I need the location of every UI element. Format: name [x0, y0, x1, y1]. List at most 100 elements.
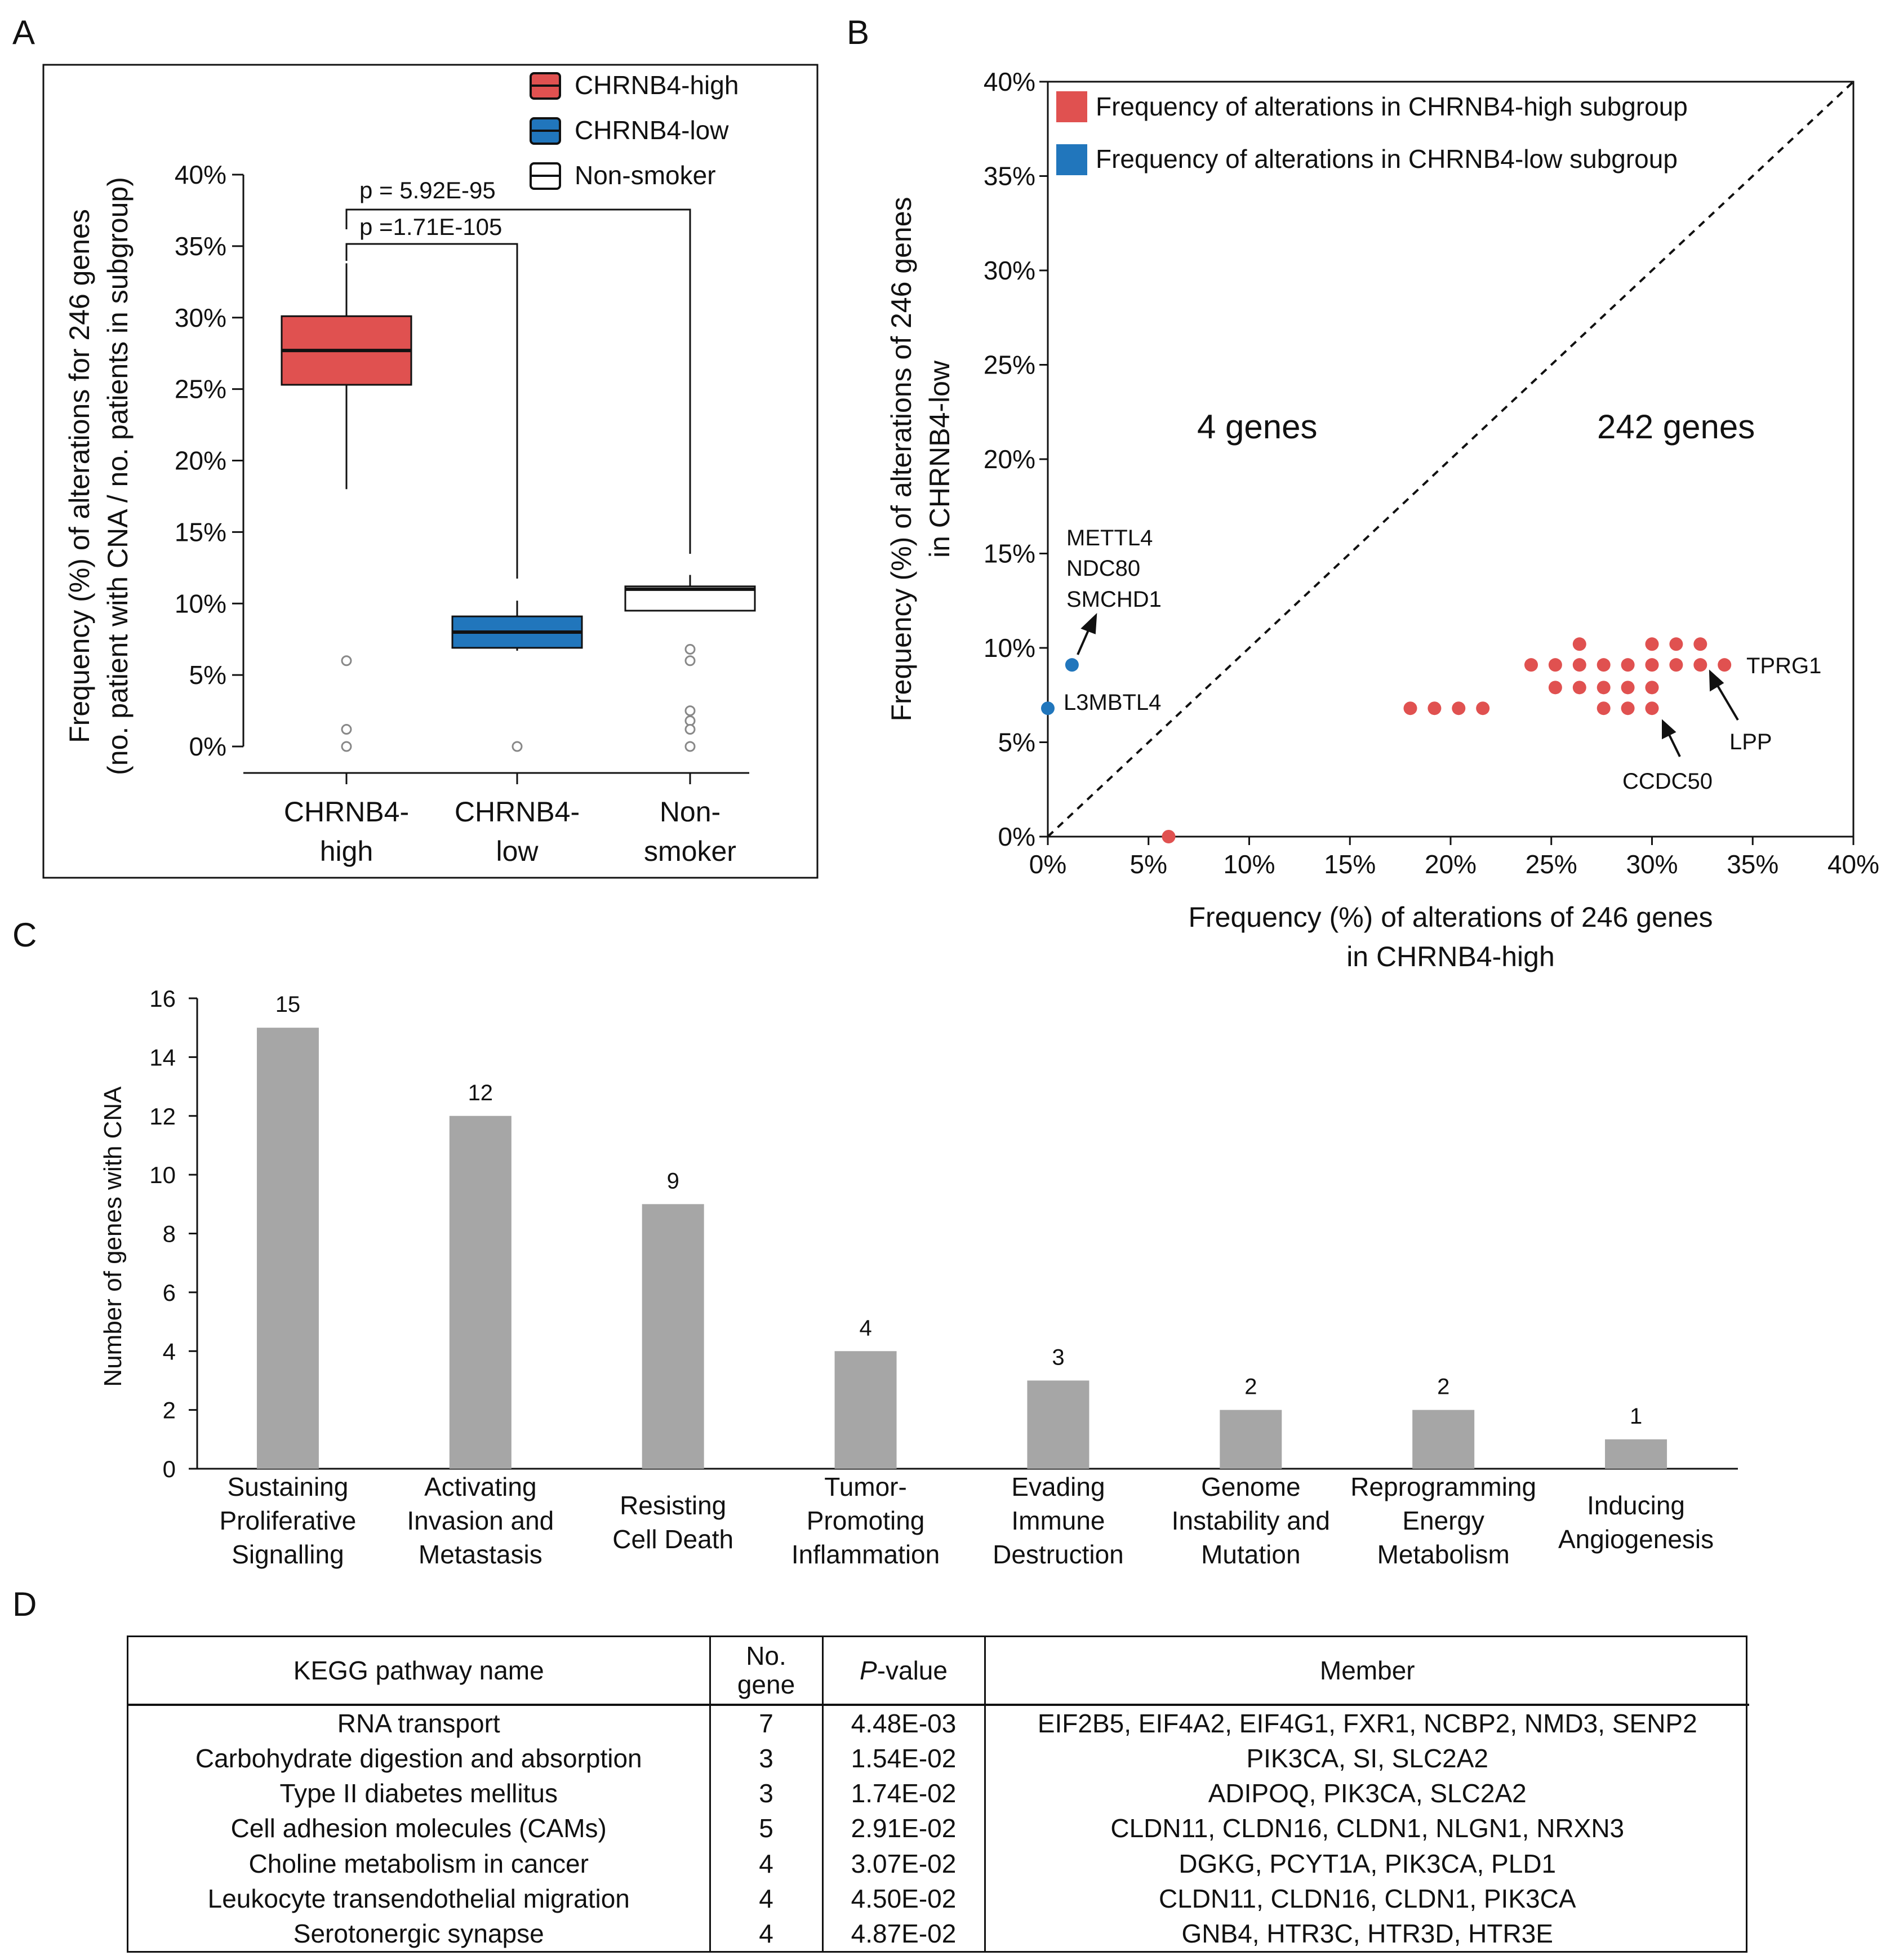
y-tick-label: 20% [175, 446, 226, 475]
table-body: RNA transport 7 4.48E-03 EIF2B5, EIF4A2, EI… [128, 1705, 1749, 1951]
cell-pathway: Choline metabolism in cancer [248, 1848, 589, 1878]
point-chrnb4-low [1065, 658, 1079, 672]
boxes [281, 263, 756, 752]
table-row: RNA transport 7 4.48E-03 EIF2B5, EIF4A2, EI… [128, 1705, 1749, 1741]
bar-value-label: 12 [468, 1081, 493, 1105]
y-tick-label: 40% [984, 67, 1035, 96]
category-label-line: Immune [1011, 1506, 1105, 1535]
cell-pathway: Carbohydrate digestion and absorption [195, 1744, 642, 1774]
point-chrnb4-high [1548, 658, 1562, 672]
outlier-point [512, 741, 523, 752]
outlier-point [341, 655, 352, 666]
bar [1220, 1410, 1282, 1469]
y-axis-title-line2: in CHRNB4-low [924, 360, 955, 558]
point-chrnb4-high [1476, 701, 1490, 715]
gene-label-lpp: LPP [1729, 730, 1772, 754]
category-label-line: Invasion and [407, 1506, 554, 1535]
y-tick-label: 25% [175, 375, 226, 404]
scatter-plot-panel: 0% 5% 10% 15% 20% 25% 30% 35% 40% 0% 5% 10% 15% 20% 2… [886, 67, 1879, 972]
cell-pathway: Type II diabetes mellitus [279, 1779, 558, 1808]
arrow-head-ccdc50 [1662, 719, 1676, 740]
category-label-line: Metastasis [419, 1540, 542, 1569]
kegg-pathway-table: KEGG pathway name No. gene P-value Membe… [128, 1637, 1749, 1951]
point-chrnb4-high [1718, 658, 1732, 672]
y-tick-label: 15% [984, 539, 1035, 568]
p-value-high-vs-low: p =1.71E-105 [359, 214, 502, 240]
cell-pathway: Leukocyte transendothelial migration [207, 1883, 630, 1913]
point-chrnb4-high [1645, 681, 1659, 695]
x-axis-title-line1: Frequency (%) of alterations of 246 gene… [1188, 901, 1713, 933]
panel-letter-c: C [12, 916, 37, 954]
bar-value-label: 2 [1437, 1375, 1449, 1399]
cell-pvalue: 4.50E-02 [821, 1881, 985, 1916]
box-chrnb4-low [451, 601, 583, 752]
legend-label-low: Frequency of alterations in CHRNB4-low s… [1096, 144, 1678, 174]
cell-pvalue: 2.91E-02 [821, 1811, 985, 1846]
y-axis-title-line2: (no. patient with CNA / no. patients in … [102, 177, 134, 775]
arrow-ccdc50 [1667, 732, 1681, 757]
cell-no-gene: 7 [709, 1705, 822, 1741]
category-label-line: Promoting [807, 1506, 925, 1535]
legend-label: CHRNB4-high [575, 70, 739, 100]
point-chrnb4-high [1403, 701, 1417, 715]
cell-pvalue: 4.87E-02 [821, 1915, 985, 1951]
y-axis-title-line1: Frequency (%) of alterations for 246 gen… [64, 209, 95, 743]
y-ticks: 0% 5% 10% 15% 20% 25% 30% 35% 40% [175, 160, 243, 761]
y-tick-label: 8 [163, 1221, 176, 1247]
point-chrnb4-high [1427, 701, 1442, 715]
y-tick-label: 10% [984, 633, 1035, 663]
category-label-line: Mutation [1201, 1540, 1300, 1569]
gene-label-l3mbtl4: L3MBTL4 [1064, 690, 1161, 715]
cell-member: PIK3CA, SI, SLC2A2 [984, 1741, 1749, 1776]
annotation-arrows [1077, 612, 1739, 757]
bar [449, 1115, 512, 1469]
x-tick-label: 10% [1223, 850, 1275, 879]
point-chrnb4-high [1597, 701, 1611, 715]
outlier-point [684, 655, 696, 666]
cell-no-gene: 3 [709, 1741, 822, 1776]
point-chrnb4-high [1693, 658, 1707, 672]
outlier-point [341, 741, 352, 752]
legend-label-high: Frequency of alterations in CHRNB4-high … [1096, 92, 1688, 121]
point-chrnb4-high [1162, 830, 1176, 843]
point-chrnb4-high [1572, 637, 1586, 651]
y-tick-label: 20% [984, 445, 1035, 474]
x-ticks: CHRNB4- high CHRNB4- low Non-smoker [284, 773, 736, 867]
point-chrnb4-high [1621, 681, 1635, 695]
point-chrnb4-high [1645, 701, 1659, 715]
bar-value-label: 4 [859, 1315, 871, 1340]
outlier-point [684, 705, 696, 717]
cell-member: CLDN11, CLDN16, CLDN1, NLGN1, NRXN3 [984, 1811, 1749, 1846]
y-tick-label: 2 [163, 1397, 176, 1424]
category-label-line: Resisting [620, 1491, 726, 1520]
box-non-smoker [624, 575, 756, 752]
category-label-line: Signalling [232, 1540, 344, 1569]
bracket-high-vs-low [345, 243, 518, 579]
gene-label-ndc80: NDC80 [1066, 556, 1140, 581]
cell-pvalue: 1.74E-02 [821, 1776, 985, 1811]
x-ticks: 0% 5% 10% 15% 20% 25% 30% 35% 40% [1029, 837, 1879, 879]
gene-label-ccdc50: CCDC50 [1622, 769, 1713, 794]
point-chrnb4-low [1041, 701, 1055, 715]
point-chrnb4-high [1693, 637, 1707, 651]
point-chrnb4-high [1645, 637, 1659, 651]
box-plot-panel: 0%5%10%15%20%25%30%35%40% CHRNB4-highCHR… [42, 64, 819, 879]
legend-swatch-high [1056, 91, 1087, 122]
x-tick-label: 5% [1130, 850, 1167, 879]
x-tick-label-line2: low [496, 835, 539, 867]
cell-member: CLDN11, CLDN16, CLDN1, PIK3CA [984, 1881, 1749, 1916]
panel-a-frame [42, 64, 819, 879]
point-chrnb4-high [1572, 681, 1586, 695]
category-label-line: Activating [424, 1472, 536, 1501]
point-chrnb4-high [1452, 701, 1466, 715]
point-chrnb4-high [1548, 681, 1562, 695]
bar [256, 1028, 319, 1469]
category-label-line: Evading [1011, 1472, 1105, 1501]
y-tick-label: 12 [149, 1103, 176, 1130]
y-tick-label: 0 [163, 1456, 176, 1482]
point-chrnb4-high [1669, 637, 1683, 651]
point-chrnb4-high [1621, 658, 1635, 672]
y-tick-label: 25% [984, 350, 1035, 380]
header-no-gene-line1: No. [746, 1641, 786, 1671]
